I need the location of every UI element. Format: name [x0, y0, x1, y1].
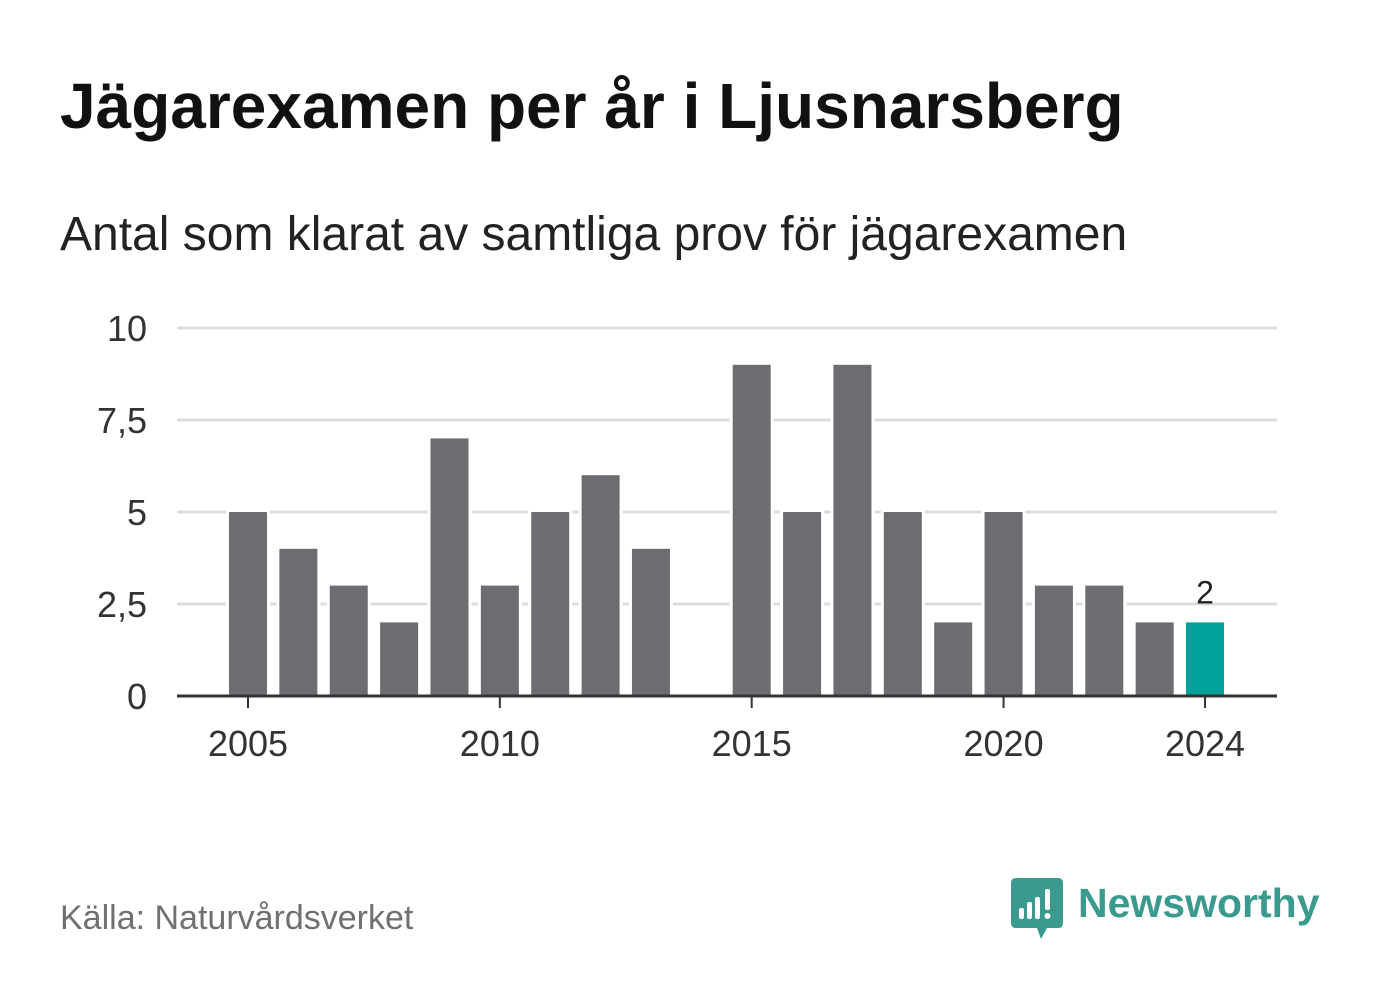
logo-text: Newsworthy	[1078, 880, 1320, 926]
bar-2018	[880, 509, 925, 699]
x-axis	[177, 694, 1277, 708]
logo-icon-bar	[1045, 889, 1050, 910]
bar-2007	[326, 582, 371, 699]
bar-2017	[830, 361, 875, 699]
bar-2011	[528, 509, 573, 699]
bar-2016	[780, 509, 825, 699]
newsworthy-logo-icon	[1011, 878, 1063, 939]
bar-2023	[1132, 619, 1177, 700]
y-tick-label: 5	[127, 492, 147, 533]
data-label-2024: 2	[1196, 574, 1214, 610]
bar-2010	[477, 582, 522, 699]
bar-2024	[1183, 619, 1228, 700]
x-tick-label: 2015	[712, 723, 792, 764]
logo-icon-bar	[1019, 908, 1024, 919]
y-tick-label: 0	[127, 676, 147, 717]
logo-icon-bar	[1035, 897, 1040, 919]
x-tick-label: 2024	[1165, 723, 1245, 764]
bar-2020	[981, 509, 1026, 699]
source-note: Källa: Naturvårdsverket	[60, 899, 414, 937]
bar-2019	[931, 619, 976, 700]
y-tick-label: 7,5	[97, 400, 147, 441]
bar-2006	[276, 545, 321, 699]
bar-2009	[427, 435, 472, 699]
x-tick-label: 2005	[208, 723, 288, 764]
gridlines	[177, 326, 1277, 606]
logo-icon-dot	[1044, 913, 1051, 919]
chart-subtitle: Antal som klarat av samtliga prov för jä…	[60, 208, 1128, 261]
x-tick-label: 2020	[964, 723, 1044, 764]
bar-2012	[578, 472, 623, 700]
logo-icon-bar	[1027, 902, 1032, 919]
bar-2008	[377, 619, 422, 700]
bar-2013	[628, 545, 673, 699]
bars	[226, 361, 1228, 700]
axis-labels: 0 2,5 5 7,5 10 2005 2010 2015 2020 2024 2	[97, 308, 1245, 764]
bar-2015	[729, 361, 774, 699]
y-tick-label: 10	[107, 308, 147, 349]
chart-title: Jägarexamen per år i Ljusnarsberg	[60, 70, 1124, 142]
bar-2022	[1082, 582, 1127, 699]
y-tick-label: 2,5	[97, 584, 147, 625]
x-tick-label: 2010	[460, 723, 540, 764]
bar-2021	[1031, 582, 1076, 699]
bar-2005	[226, 509, 270, 699]
newsworthy-logo: Newsworthy	[1011, 878, 1331, 940]
